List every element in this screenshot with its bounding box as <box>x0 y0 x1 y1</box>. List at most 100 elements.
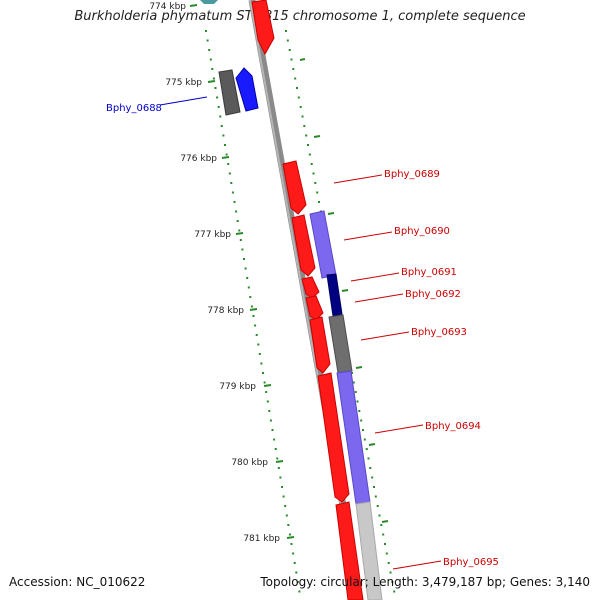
track-dot <box>285 514 288 517</box>
track-dot <box>293 562 296 564</box>
track-dot <box>352 381 355 384</box>
track-dot <box>219 115 222 118</box>
track-dot <box>265 391 268 393</box>
track-dot <box>212 77 215 80</box>
track-dot <box>217 106 220 108</box>
track-dot <box>235 210 238 213</box>
track-dot <box>295 571 298 574</box>
track-dot <box>268 410 271 412</box>
track-dot <box>312 172 315 175</box>
gene-label-bphy-0688[interactable]: Bphy_0688 <box>106 103 162 114</box>
track-dot <box>227 163 230 165</box>
track-dot <box>209 58 212 61</box>
track-dot <box>296 87 298 89</box>
feature-top-teal <box>200 0 218 4</box>
track-dot <box>360 419 363 422</box>
track-dot <box>297 96 300 99</box>
track-dot <box>301 115 304 118</box>
track-dot <box>314 182 317 184</box>
topology-summary: Topology: circular; Length: 3,479,187 bp… <box>260 575 590 589</box>
track-dot <box>376 505 379 507</box>
track-dot <box>208 49 211 51</box>
track-dot <box>318 201 320 203</box>
scale-ticks <box>189 4 389 539</box>
track-dot <box>292 552 295 555</box>
track-dot <box>365 448 368 450</box>
track-dot <box>269 419 272 422</box>
protein-block-0695 <box>355 501 383 600</box>
track-dot <box>241 248 244 251</box>
gene-label-bphy-0694[interactable]: Bphy_0694 <box>425 421 481 432</box>
track-dot <box>308 153 311 156</box>
track-dot <box>385 552 388 555</box>
track-dot <box>286 39 289 42</box>
track-dot <box>285 30 287 32</box>
track-dot <box>233 201 236 203</box>
track-dot <box>239 239 242 241</box>
track-dot <box>236 220 239 222</box>
tick-label: 774 kbp <box>149 2 186 12</box>
track-dot <box>214 87 217 89</box>
track-dot <box>228 172 231 175</box>
track-dot <box>382 533 385 536</box>
gene-label-bphy-0691[interactable]: Bphy_0691 <box>401 267 457 278</box>
track-dot <box>250 305 253 308</box>
dotted-tracks <box>205 30 396 593</box>
track-dot <box>354 391 357 393</box>
track-dot <box>284 505 287 507</box>
track-dot <box>389 571 392 574</box>
track-dot <box>367 457 370 460</box>
gene-label-bphy-0689[interactable]: Bphy_0689 <box>384 169 440 180</box>
track-dot <box>290 543 293 545</box>
track-dot <box>262 372 264 374</box>
track-dot <box>298 590 301 593</box>
track-dot <box>316 191 319 194</box>
track-dot <box>230 182 233 184</box>
track-dot <box>252 315 255 317</box>
scale-labels: 774 kbp 775 kbp 776 kbp 777 kbp 778 kbp … <box>149 2 280 544</box>
protein-block-0691 <box>326 273 343 317</box>
protein-block-0693 <box>328 314 353 374</box>
track-dot <box>273 438 276 441</box>
track-dot <box>387 562 390 564</box>
feature-0690 <box>291 214 316 277</box>
track-dot <box>305 134 308 137</box>
feature-top-red <box>251 0 275 56</box>
track-dot <box>243 258 245 260</box>
tick-label: 775 kbp <box>165 78 202 88</box>
tick-label: 776 kbp <box>180 154 217 164</box>
track-dot <box>254 324 257 327</box>
track-dot <box>287 524 290 526</box>
track-dot <box>274 448 277 450</box>
track-dot <box>310 163 313 165</box>
track-dot <box>358 410 361 412</box>
track-dot <box>224 144 226 146</box>
gene-label-bphy-0693[interactable]: Bphy_0693 <box>411 327 467 338</box>
feature-blocks <box>200 0 383 600</box>
gene-label-bphy-0690[interactable]: Bphy_0690 <box>394 226 450 237</box>
track-dot <box>238 229 241 232</box>
gene-label-bphy-0695[interactable]: Bphy_0695 <box>443 557 499 568</box>
track-dot <box>279 476 282 479</box>
track-dot <box>292 68 295 70</box>
tick-label: 778 kbp <box>207 306 244 316</box>
track-dot <box>288 49 291 51</box>
track-dot <box>281 486 283 488</box>
track-dot <box>307 144 309 146</box>
track-dot <box>211 68 214 70</box>
feature-0691 <box>301 276 320 299</box>
track-dot <box>351 372 353 374</box>
track-dot <box>222 134 225 137</box>
gene-label-bphy-0692[interactable]: Bphy_0692 <box>405 289 461 300</box>
feature-0695-red <box>335 501 364 600</box>
track-dot <box>294 77 297 80</box>
track-dot <box>380 524 383 526</box>
feature-0693-red <box>309 316 331 374</box>
feature-0688-gray <box>218 69 241 116</box>
track-dot <box>246 277 249 279</box>
track-dot <box>282 495 285 498</box>
track-dot <box>290 58 293 61</box>
track-dot <box>231 191 234 194</box>
